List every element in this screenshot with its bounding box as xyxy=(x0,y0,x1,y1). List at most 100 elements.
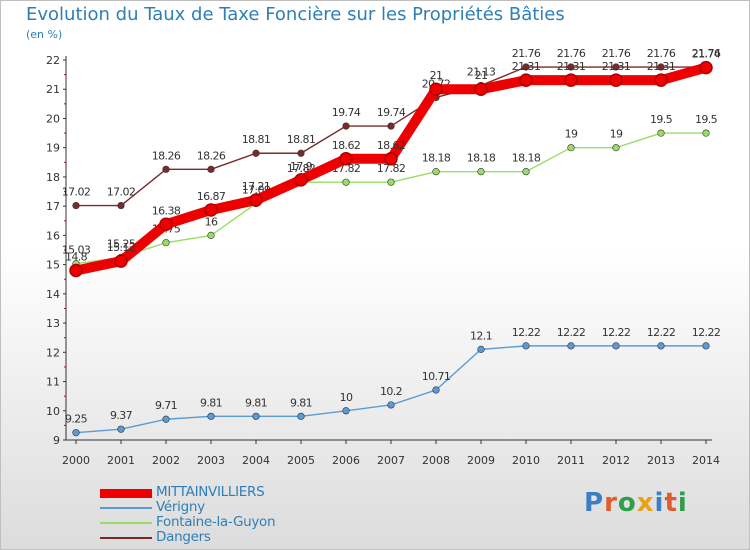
data-label: 18.62 xyxy=(377,139,406,152)
data-point xyxy=(297,149,305,157)
logo-letter: P xyxy=(584,488,605,518)
data-label: 10.71 xyxy=(422,370,451,383)
data-point xyxy=(477,345,485,353)
data-point xyxy=(702,342,710,350)
data-point xyxy=(342,178,350,186)
legend-label: Dangers xyxy=(156,529,211,545)
data-label: 21.76 xyxy=(647,47,676,60)
data-label: 18.18 xyxy=(467,152,496,165)
data-point xyxy=(612,342,620,350)
data-label: 18.18 xyxy=(422,152,451,165)
data-point xyxy=(204,203,218,217)
data-point xyxy=(657,63,665,71)
y-tick-label: 14 xyxy=(46,288,60,301)
x-tick-label: 2002 xyxy=(152,454,180,467)
data-point xyxy=(522,168,530,176)
data-label: 16.87 xyxy=(197,190,226,203)
data-point xyxy=(72,429,80,437)
legend-label: Fontaine-la-Guyon xyxy=(156,514,276,530)
data-point xyxy=(162,239,170,247)
data-point xyxy=(387,122,395,130)
data-label: 14.8 xyxy=(65,250,88,263)
data-label: 18.18 xyxy=(512,152,541,165)
y-tick-label: 17 xyxy=(46,200,60,213)
data-label: 21 xyxy=(430,69,443,82)
legend-swatch xyxy=(100,507,152,509)
x-tick-label: 2011 xyxy=(557,454,585,467)
x-tick-label: 2010 xyxy=(512,454,540,467)
y-tick-label: 12 xyxy=(46,346,60,359)
logo-letter: x xyxy=(636,488,655,518)
data-point xyxy=(252,149,260,157)
logo-letter: o xyxy=(617,488,637,518)
data-label: 21.31 xyxy=(602,60,631,73)
data-label: 9.71 xyxy=(155,399,177,412)
data-point xyxy=(342,407,350,415)
data-label: 19.74 xyxy=(332,106,361,119)
data-point xyxy=(294,173,308,187)
data-point xyxy=(699,60,713,75)
data-point xyxy=(159,217,173,232)
y-tick-label: 19 xyxy=(46,142,60,155)
data-point xyxy=(612,63,620,71)
data-label: 21.76 xyxy=(557,47,586,60)
x-tick-label: 2009 xyxy=(467,454,495,467)
data-label: 15.25 xyxy=(107,237,136,250)
legend-swatch xyxy=(100,537,152,539)
x-tick-label: 2004 xyxy=(242,454,270,467)
data-point xyxy=(702,129,710,137)
data-label: 18.81 xyxy=(287,133,316,146)
data-label: 17.82 xyxy=(377,162,406,175)
legend-swatch xyxy=(100,522,152,524)
logo-letter: r xyxy=(604,488,618,518)
y-tick-label: 11 xyxy=(46,376,60,389)
data-point xyxy=(432,168,440,176)
data-label: 21.76 xyxy=(692,47,721,60)
data-point xyxy=(567,63,575,71)
data-label: 21.76 xyxy=(602,47,631,60)
data-point xyxy=(387,401,395,409)
data-label: 18.26 xyxy=(197,149,226,162)
data-point xyxy=(474,82,488,96)
data-label: 21.31 xyxy=(512,60,541,73)
data-label: 15.03 xyxy=(62,244,91,257)
data-label: 16.38 xyxy=(152,204,181,217)
chart-subtitle: (en %) xyxy=(26,28,63,41)
data-point xyxy=(72,201,80,210)
y-tick-label: 15 xyxy=(46,259,60,272)
legend-label: MITTAINVILLIERS xyxy=(156,484,265,500)
y-tick-label: 13 xyxy=(46,317,60,330)
y-tick-label: 9 xyxy=(53,434,60,447)
data-label: 10.2 xyxy=(380,385,402,398)
data-label: 18.62 xyxy=(332,139,361,152)
data-point xyxy=(342,122,350,130)
x-tick-label: 2013 xyxy=(647,454,675,467)
data-point xyxy=(114,254,128,268)
data-point xyxy=(339,152,353,166)
x-tick-label: 2007 xyxy=(377,454,405,467)
data-label: 17.21 xyxy=(242,180,271,193)
data-label: 12.22 xyxy=(602,326,631,339)
x-tick-label: 2006 xyxy=(332,454,360,467)
data-point xyxy=(522,63,530,71)
data-label: 18.81 xyxy=(242,133,271,146)
proxiti-logo: Proxiti xyxy=(584,488,688,518)
data-label: 9.81 xyxy=(245,396,267,409)
data-label: 9.25 xyxy=(65,413,88,426)
data-point xyxy=(657,129,665,137)
data-point xyxy=(297,412,305,420)
y-tick-label: 16 xyxy=(46,229,60,242)
data-point xyxy=(162,415,170,423)
data-label: 15.12 xyxy=(107,241,136,254)
data-point xyxy=(207,231,215,239)
data-label: 12.22 xyxy=(692,326,721,339)
data-label: 17.02 xyxy=(62,186,91,199)
data-label: 21.31 xyxy=(557,60,586,73)
data-point xyxy=(69,263,83,278)
data-label: 17.9 xyxy=(290,160,313,173)
data-label: 21.31 xyxy=(647,60,676,73)
x-tick-label: 2012 xyxy=(602,454,630,467)
data-label: 19.5 xyxy=(695,113,718,126)
y-tick-label: 21 xyxy=(46,83,60,96)
